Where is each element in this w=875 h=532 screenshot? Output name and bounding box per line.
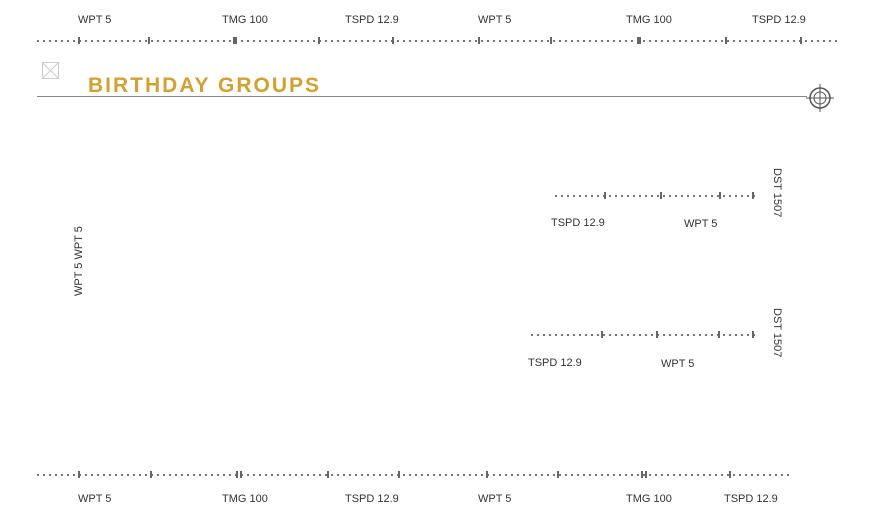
ruler-tick: [645, 471, 647, 478]
ruler-tick: [725, 37, 727, 44]
ruler-tick: [236, 471, 238, 478]
ruler-tick: [752, 192, 754, 199]
bottom-label: WPT 5: [78, 493, 112, 505]
bottom-ruler: [37, 471, 789, 478]
top-label: WPT 5: [478, 14, 512, 26]
ruler-tick: [718, 331, 720, 338]
panel2-ruler: [531, 331, 755, 338]
ruler-tick: [637, 37, 639, 44]
ruler-tick: [235, 37, 237, 44]
header-divider: [37, 96, 807, 97]
panel1-left-label: TSPD 12.9: [551, 217, 605, 229]
top-label: TMG 100: [222, 14, 268, 26]
ruler-tick: [800, 37, 802, 44]
top-label: TMG 100: [626, 14, 672, 26]
ruler-tick: [486, 471, 488, 478]
side-label: WPT 5 WPT 5: [73, 226, 85, 296]
ruler-tick: [557, 471, 559, 478]
ruler-tick: [550, 37, 552, 44]
ruler-tick: [660, 192, 662, 199]
top-label: WPT 5: [78, 14, 112, 26]
panel2-vertical-label: DST 1507: [771, 308, 783, 358]
ruler-tick: [656, 331, 658, 338]
ruler-tick: [398, 471, 400, 478]
panel1-right-label: WPT 5: [684, 218, 718, 230]
panel1-ruler: [555, 192, 755, 199]
bottom-label: TMG 100: [626, 493, 672, 505]
crosshair-icon[interactable]: [806, 84, 834, 112]
ruler-tick: [240, 471, 242, 478]
ruler-tick: [639, 37, 641, 44]
panel1-vertical-label: DST 1507: [771, 168, 783, 218]
ruler-tick: [604, 192, 606, 199]
ruler-tick: [601, 331, 603, 338]
panel2-right-label: WPT 5: [661, 358, 695, 370]
bottom-label: WPT 5: [478, 493, 512, 505]
ruler-tick: [148, 37, 150, 44]
top-label: TSPD 12.9: [345, 14, 399, 26]
ruler-tick: [233, 37, 235, 44]
ruler-tick: [752, 331, 754, 338]
top-ruler: [37, 37, 840, 44]
ruler-tick: [478, 37, 480, 44]
panel2-left-label: TSPD 12.9: [528, 357, 582, 369]
ruler-tick: [150, 471, 152, 478]
ruler-tick: [641, 471, 643, 478]
ruler-tick: [78, 471, 80, 478]
ruler-tick: [78, 37, 80, 44]
top-label: TSPD 12.9: [752, 14, 806, 26]
ruler-tick: [318, 37, 320, 44]
ruler-tick: [327, 471, 329, 478]
bottom-label: TSPD 12.9: [345, 493, 399, 505]
bottom-label: TSPD 12.9: [724, 493, 778, 505]
bottom-label: TMG 100: [222, 493, 268, 505]
page-title: BIRTHDAY GROUPS: [88, 74, 322, 97]
ruler-tick: [719, 192, 721, 199]
ruler-tick: [392, 37, 394, 44]
close-icon[interactable]: [42, 62, 59, 79]
ruler-tick: [729, 471, 731, 478]
